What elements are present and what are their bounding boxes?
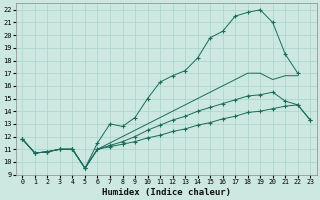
X-axis label: Humidex (Indice chaleur): Humidex (Indice chaleur) [102,188,231,197]
